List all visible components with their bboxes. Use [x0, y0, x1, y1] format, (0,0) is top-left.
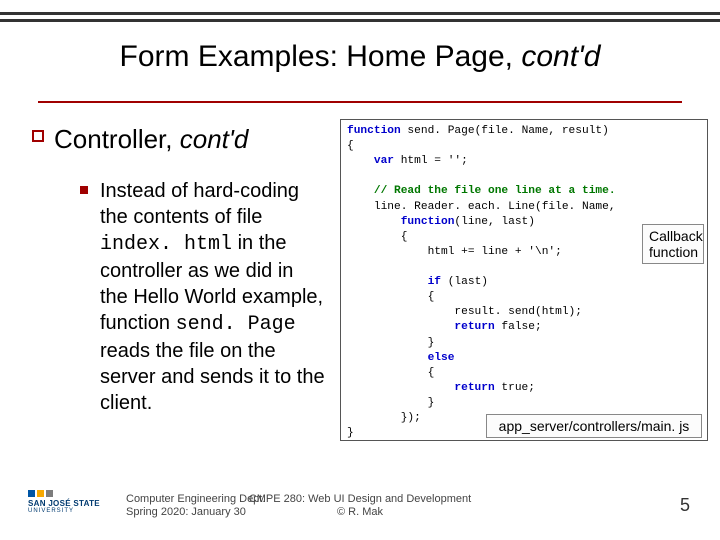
slide-title: Form Examples: Home Page, cont'd	[0, 40, 720, 74]
code-text: send. Page(file. Name, result)	[401, 125, 609, 137]
title-underline	[38, 101, 682, 103]
code-text: html = '';	[394, 155, 468, 167]
code-text: result. send(html);	[347, 306, 582, 318]
code-kw: return	[347, 321, 495, 333]
page-number: 5	[680, 495, 690, 516]
code-text: {	[347, 367, 434, 379]
footer-mid-l1: CMPE 280: Web UI Design and Development	[249, 493, 471, 505]
callout-line: Callback	[649, 228, 703, 244]
code-kw: return	[347, 382, 495, 394]
body-t3: reads the file on the server and sends i…	[100, 340, 325, 414]
footer-mid-l2: © R. Mak	[337, 506, 383, 518]
code-text: false;	[495, 321, 542, 333]
code-text: }	[347, 337, 434, 349]
callout-line: function	[649, 244, 698, 260]
code-text: });	[347, 412, 421, 424]
code-kw: else	[347, 352, 454, 364]
code-kw: function	[347, 125, 401, 137]
code-text: }	[347, 427, 354, 439]
body-code2: send. Page	[176, 313, 296, 336]
code-text: (last)	[441, 276, 488, 288]
title-plain: Form Examples: Home Page,	[120, 40, 522, 73]
code-text: {	[347, 140, 354, 152]
code-text: {	[347, 231, 407, 243]
body-text: Instead of hard-coding the contents of f…	[100, 178, 325, 416]
bullet-level1	[32, 130, 44, 142]
body-t1: Instead of hard-coding the contents of f…	[100, 180, 299, 228]
slide: Form Examples: Home Page, cont'd Control…	[0, 0, 720, 540]
title-italic: cont'd	[521, 40, 600, 73]
code-text: }	[347, 397, 434, 409]
code-text: html += line + '\n';	[347, 246, 562, 258]
code-text: {	[347, 291, 434, 303]
top-rule-1	[0, 12, 720, 15]
top-rule-2	[0, 19, 720, 22]
subtitle: Controller, cont'd	[54, 124, 248, 155]
callout-text: app_server/controllers/main. js	[499, 418, 690, 434]
callout-filepath: app_server/controllers/main. js	[486, 414, 702, 438]
code-kw: if	[347, 276, 441, 288]
code-kw: var	[347, 155, 394, 167]
callout-callback: Callback function	[642, 224, 704, 264]
code-text: (line, last)	[454, 216, 535, 228]
code-kw: function	[347, 216, 454, 228]
code-comment: // Read the file one line at a time.	[347, 185, 616, 197]
footer-center: CMPE 280: Web UI Design and Development …	[0, 493, 720, 521]
subtitle-italic: cont'd	[180, 124, 249, 154]
code-block: function send. Page(file. Name, result) …	[340, 119, 708, 441]
bullet-level2	[80, 186, 88, 194]
body-code1: index. html	[100, 233, 232, 256]
code-text: line. Reader. each. Line(file. Name,	[347, 201, 616, 213]
subtitle-plain: Controller,	[54, 124, 180, 154]
code-text: true;	[495, 382, 535, 394]
